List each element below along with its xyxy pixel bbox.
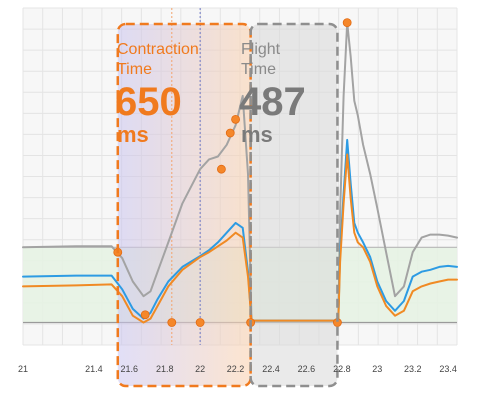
flight-time-unit: ms <box>241 122 273 147</box>
flight-phase-border <box>249 22 339 388</box>
flight-time-label-line1: Flight <box>241 41 281 58</box>
event-marker <box>225 128 235 138</box>
x-tick-label: 23 <box>372 364 382 374</box>
x-tick-label: 21.8 <box>156 364 174 374</box>
x-tick-label: 22.4 <box>262 364 280 374</box>
event-marker <box>140 310 150 320</box>
flight-time-value: 487 <box>239 80 306 124</box>
contraction-time-unit: ms <box>117 122 149 147</box>
x-tick-label: 22.8 <box>333 364 351 374</box>
x-tick-label: 23.2 <box>404 364 422 374</box>
x-axis-ticks: 21 21.4 21.6 21.8 22 22.2 22.4 22.6 22.8 23 23.2 23… <box>18 364 457 374</box>
contraction-phase-border <box>116 22 252 388</box>
flight-time-label-line2: Time <box>241 61 276 78</box>
contraction-time-value: 650 <box>115 80 182 124</box>
flight-phase-fill <box>250 24 338 386</box>
event-marker <box>167 318 177 327</box>
event-marker <box>216 164 226 174</box>
x-tick-label: 21.6 <box>121 364 139 374</box>
x-tick-label: 22 <box>195 364 205 374</box>
event-marker <box>195 318 205 327</box>
x-tick-label: 21.4 <box>85 364 103 374</box>
x-tick-label: 23.4 <box>439 364 457 374</box>
event-marker <box>342 18 352 28</box>
phase-fill-layer <box>117 24 338 386</box>
marker-layer <box>113 18 352 327</box>
contraction-time-label-line2: Time <box>117 61 152 78</box>
contraction-phase-fill <box>117 24 251 386</box>
contraction-time-label-line1: Contraction <box>117 41 199 58</box>
phase-border-layer <box>116 22 339 388</box>
x-tick-label: 21 <box>18 364 28 374</box>
vertical-guide-layer <box>171 8 201 345</box>
x-tick-label: 22.2 <box>227 364 245 374</box>
event-marker <box>231 114 240 124</box>
x-tick-label: 22.6 <box>298 364 316 374</box>
